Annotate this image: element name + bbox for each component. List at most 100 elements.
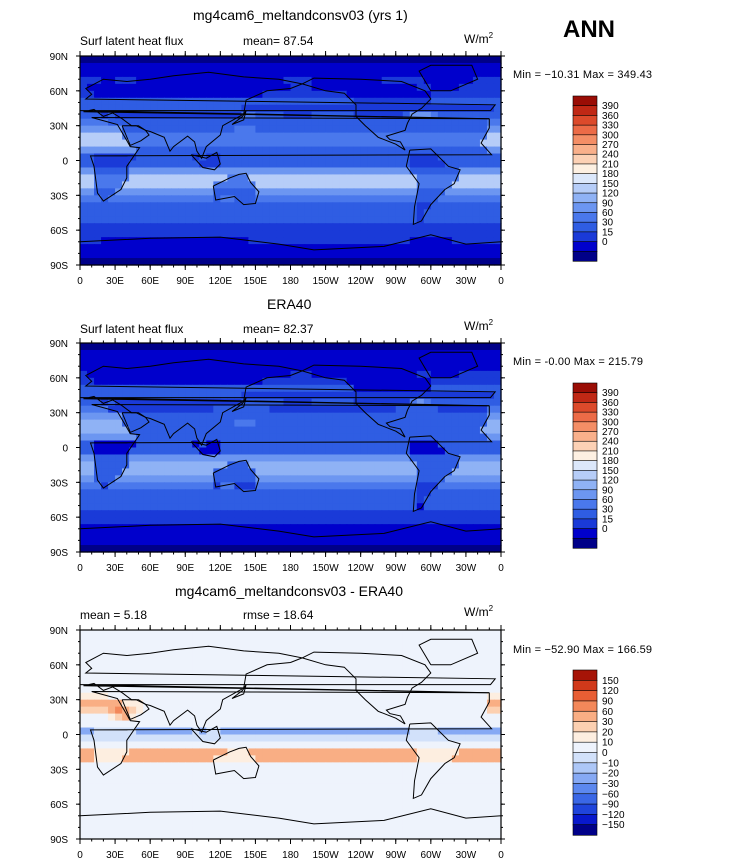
field-cell xyxy=(402,419,411,428)
field-cell xyxy=(325,377,334,386)
field-cell xyxy=(395,83,404,92)
field-cell xyxy=(297,643,306,652)
field-cell xyxy=(465,90,474,99)
field-cell xyxy=(346,363,355,372)
field-cell xyxy=(388,475,397,483)
field-cell xyxy=(136,223,144,231)
field-cell xyxy=(122,433,130,442)
field-cell xyxy=(199,202,207,210)
field-cell xyxy=(129,343,137,351)
field-cell xyxy=(346,636,355,645)
field-cell xyxy=(213,209,221,217)
field-cell xyxy=(192,384,200,393)
field-cell xyxy=(227,468,235,476)
field-cell xyxy=(185,713,193,722)
field-cell xyxy=(80,139,88,148)
field-cell xyxy=(311,517,320,525)
field-cell xyxy=(241,356,249,365)
field-cell xyxy=(332,517,341,525)
field-cell xyxy=(143,510,151,518)
field-cell xyxy=(437,482,446,490)
field-cell xyxy=(367,90,376,99)
field-cell xyxy=(290,426,299,435)
field-cell xyxy=(241,482,249,490)
field-cell xyxy=(80,496,88,504)
field-cell xyxy=(143,734,151,743)
field-cell xyxy=(458,727,467,736)
field-cell xyxy=(318,678,327,687)
field-cell xyxy=(157,83,165,92)
field-cell xyxy=(339,503,348,511)
field-cell xyxy=(164,685,172,694)
field-cell xyxy=(451,720,460,729)
field-cell xyxy=(262,69,271,78)
field-cell xyxy=(171,510,179,518)
field-cell xyxy=(157,202,165,210)
field-cell xyxy=(241,426,249,435)
field-cell xyxy=(318,160,327,169)
field-cell xyxy=(493,426,502,435)
field-cell xyxy=(493,230,502,238)
field-cell xyxy=(164,356,172,365)
field-cell xyxy=(206,343,214,351)
field-cell xyxy=(283,56,292,64)
field-cell xyxy=(402,517,411,525)
field-cell xyxy=(318,153,327,162)
field-cell xyxy=(150,734,158,743)
field-cell xyxy=(129,104,137,113)
field-cell xyxy=(451,636,460,645)
field-cell xyxy=(255,524,264,532)
field-cell xyxy=(381,356,390,365)
field-cell xyxy=(332,139,341,148)
field-cell xyxy=(493,76,502,85)
field-cell xyxy=(227,706,235,715)
field-cell xyxy=(87,244,95,252)
field-cell xyxy=(192,160,200,169)
field-cell xyxy=(220,538,228,546)
field-cell xyxy=(374,251,383,259)
field-cell xyxy=(374,468,383,476)
field-cell xyxy=(409,412,418,421)
field-cell xyxy=(241,146,249,155)
field-cell xyxy=(143,440,151,449)
field-cell xyxy=(395,643,404,652)
field-cell xyxy=(248,160,257,169)
field-cell xyxy=(283,181,292,189)
field-cell xyxy=(185,174,193,182)
field-cell xyxy=(388,90,397,99)
field-cell xyxy=(255,713,264,722)
field-cell xyxy=(360,202,369,210)
field-cell xyxy=(115,706,123,715)
field-cell xyxy=(192,678,200,687)
field-cell xyxy=(178,363,186,372)
field-cell xyxy=(80,118,88,127)
field-cell xyxy=(493,538,502,546)
field-cell xyxy=(101,503,109,511)
field-cell xyxy=(304,146,313,155)
field-cell xyxy=(395,153,404,162)
field-cell xyxy=(437,727,446,736)
field-cell xyxy=(185,734,193,743)
field-cell xyxy=(458,496,467,504)
field-cell xyxy=(80,244,88,252)
field-cell xyxy=(122,419,130,428)
field-cell xyxy=(465,181,474,189)
field-cell xyxy=(458,454,467,463)
field-cell xyxy=(262,62,271,71)
field-cell xyxy=(185,258,193,266)
field-cell xyxy=(234,167,242,176)
field-cell xyxy=(325,461,334,469)
field-cell xyxy=(192,650,200,659)
field-cell xyxy=(297,195,306,203)
field-cell xyxy=(339,83,348,92)
field-cell xyxy=(423,503,432,511)
field-cell xyxy=(402,251,411,259)
field-cell xyxy=(108,237,116,245)
field-cell xyxy=(360,76,369,85)
field-cell xyxy=(479,630,488,638)
field-cell xyxy=(353,699,362,708)
field-cell xyxy=(185,454,193,463)
field-cell xyxy=(108,713,116,722)
field-cell xyxy=(129,671,137,680)
field-cell xyxy=(311,496,320,504)
